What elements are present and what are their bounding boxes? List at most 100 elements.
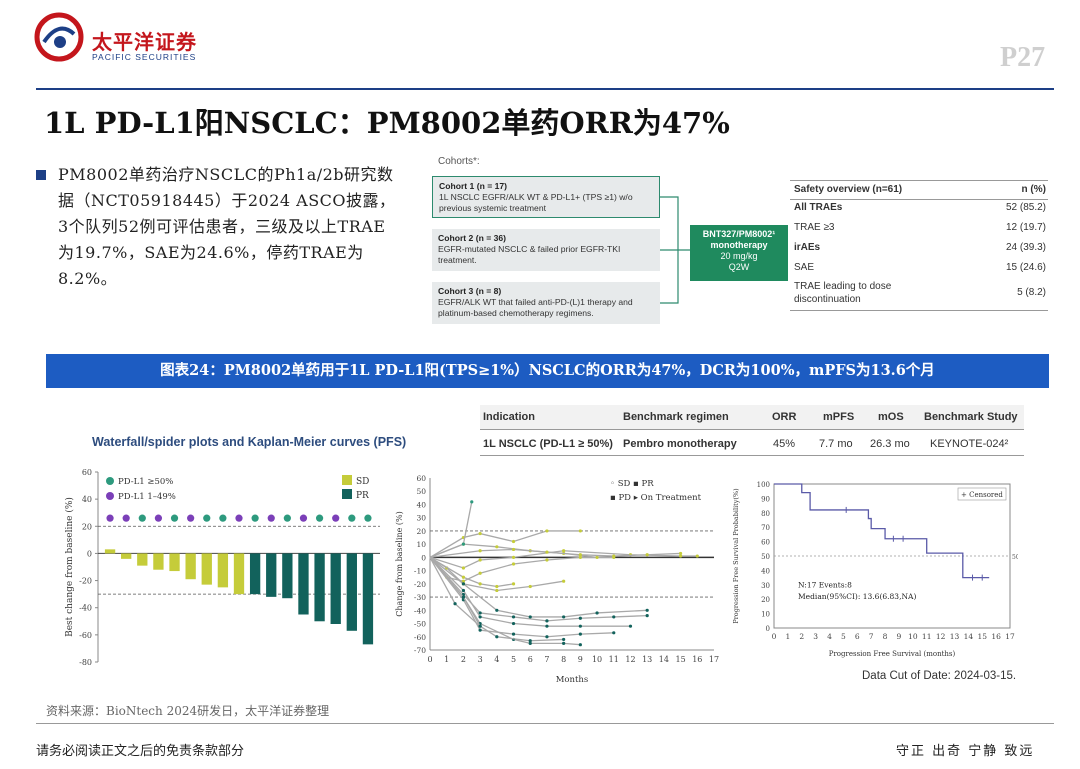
cohort-connector-lines	[660, 196, 690, 304]
spider-point	[511, 632, 516, 636]
legend-label: PR	[356, 491, 369, 501]
figure-caption-banner: 图表24：PM8002单药用于1L PD-L1阳(TPS≥1%）NSCLC的OR…	[46, 354, 1049, 388]
spider-point	[478, 531, 482, 536]
y-tick-label: 40	[82, 495, 92, 504]
waterfall-bar	[233, 553, 245, 595]
waterfall-bar	[314, 553, 325, 622]
x-tick-label: 7	[544, 655, 549, 664]
legend-dot	[106, 492, 114, 500]
y-tick-label: 60	[82, 468, 92, 477]
x-tick-label: 17	[709, 655, 719, 664]
legend-label: SD	[356, 477, 369, 487]
cohort-3-box: Cohort 3 (n = 8) EGFR/ALK WT that failed…	[432, 282, 660, 324]
y-tick-label: -60	[79, 631, 92, 640]
x-tick-label: 2	[799, 632, 804, 641]
disclaimer-note: 请务必阅读正文之后的免责条款部分	[36, 744, 245, 759]
x-tick-label: 0	[772, 632, 777, 641]
spider-point	[645, 608, 649, 612]
spider-point	[461, 595, 466, 599]
benchmark-cell: KEYNOTE-024²	[930, 438, 1009, 450]
x-tick-label: 9	[578, 655, 583, 664]
pdl1-dot	[251, 514, 259, 522]
spider-point	[511, 615, 516, 619]
spider-point	[511, 582, 516, 586]
legend-label: PD-L1 ≥50%	[118, 477, 173, 487]
reference-label: 50%	[1012, 554, 1018, 561]
x-tick-label: 8	[561, 655, 566, 664]
spider-point	[495, 635, 499, 639]
y-tick-label: 40	[761, 567, 770, 575]
spider-point	[678, 551, 683, 556]
spider-point	[511, 621, 516, 626]
header-divider	[36, 88, 1054, 90]
x-tick-label: 16	[692, 655, 702, 664]
y-tick-label: -40	[79, 604, 92, 613]
spider-point	[461, 582, 466, 586]
spider-point	[628, 624, 633, 628]
safety-row-label: TRAE leading to dose discontinuation	[794, 281, 892, 305]
waterfall-bar	[137, 553, 148, 566]
spider-point	[461, 542, 466, 546]
x-tick-label: 15	[675, 655, 685, 664]
spider-point	[612, 615, 616, 619]
y-tick-label: 60	[416, 474, 426, 483]
safety-header-value: n (%)	[1021, 184, 1046, 195]
spider-point	[478, 628, 482, 632]
waterfall-bar	[121, 553, 132, 559]
x-tick-label: 10	[592, 655, 602, 664]
spider-point	[545, 619, 549, 623]
cohort-1-title: Cohort 1 (n = 17)	[439, 181, 508, 191]
waterfall-bar	[330, 553, 341, 624]
waterfall-bar	[201, 553, 212, 585]
safety-row-value: 12 (19.7)	[1005, 222, 1046, 233]
x-tick-label: 2	[461, 655, 466, 664]
pdl1-dot	[235, 514, 243, 522]
legend-box	[957, 487, 1007, 501]
spider-point	[528, 641, 532, 645]
x-tick-label: 1	[785, 632, 790, 641]
spider-point	[678, 554, 683, 558]
page-title: 1L PD-L1阳NSCLC：PM8002单药ORR为47%	[44, 106, 730, 140]
y-tick-label: 60	[761, 539, 770, 547]
spider-point	[478, 615, 482, 619]
waterfall-bar	[249, 553, 261, 595]
y-tick-label: -20	[79, 577, 92, 586]
y-tick-label: 0	[766, 625, 770, 633]
legend-dot	[106, 477, 114, 485]
y-axis-label: Progression Free Survival Probability(%)	[732, 488, 740, 624]
y-tick-label: -10	[414, 567, 426, 576]
legend-label: ▪ PD ▸ On Treatment	[610, 493, 702, 503]
legend-swatch	[342, 475, 352, 485]
spider-point	[511, 539, 516, 544]
spider-point	[545, 529, 549, 533]
spider-point	[578, 616, 582, 620]
cohort-1-box: Cohort 1 (n = 17) 1L NSCLC EGFR/ALK WT &…	[432, 176, 660, 218]
y-tick-label: 90	[761, 495, 770, 503]
x-tick-label: 1	[444, 655, 449, 664]
benchmark-header-cell: mPFS	[823, 411, 855, 423]
spider-point	[511, 547, 516, 552]
y-tick-label: 20	[82, 522, 92, 531]
pdl1-dot	[267, 514, 275, 522]
spider-line	[429, 556, 648, 622]
y-tick-label: -30	[414, 593, 426, 602]
cohort-2-desc: EGFR-mutated NSCLC & failed prior EGFR-T…	[438, 244, 621, 265]
cohort-3-title: Cohort 3 (n = 8)	[438, 286, 502, 296]
cohort-3-desc: EGFR/ALK WT that failed anti-PD-(L)1 the…	[438, 297, 633, 318]
legend-label: + Censored	[961, 491, 1003, 499]
pdl1-dot	[187, 514, 195, 522]
y-tick-label: -20	[414, 580, 426, 589]
spider-point	[562, 615, 566, 619]
spider-point	[578, 643, 582, 647]
spider-point	[495, 588, 499, 593]
y-tick-label: -60	[414, 633, 426, 642]
spider-point	[595, 611, 599, 615]
spider-point	[511, 555, 516, 559]
y-tick-label: 10	[416, 540, 426, 549]
spider-point	[562, 637, 566, 642]
spider-point	[495, 545, 499, 549]
spider-point	[695, 554, 699, 558]
spider-point	[612, 631, 616, 635]
waterfall-chart: 60 40 20 0 -20 -40 -60 -80 Best change from base…	[64, 468, 380, 667]
